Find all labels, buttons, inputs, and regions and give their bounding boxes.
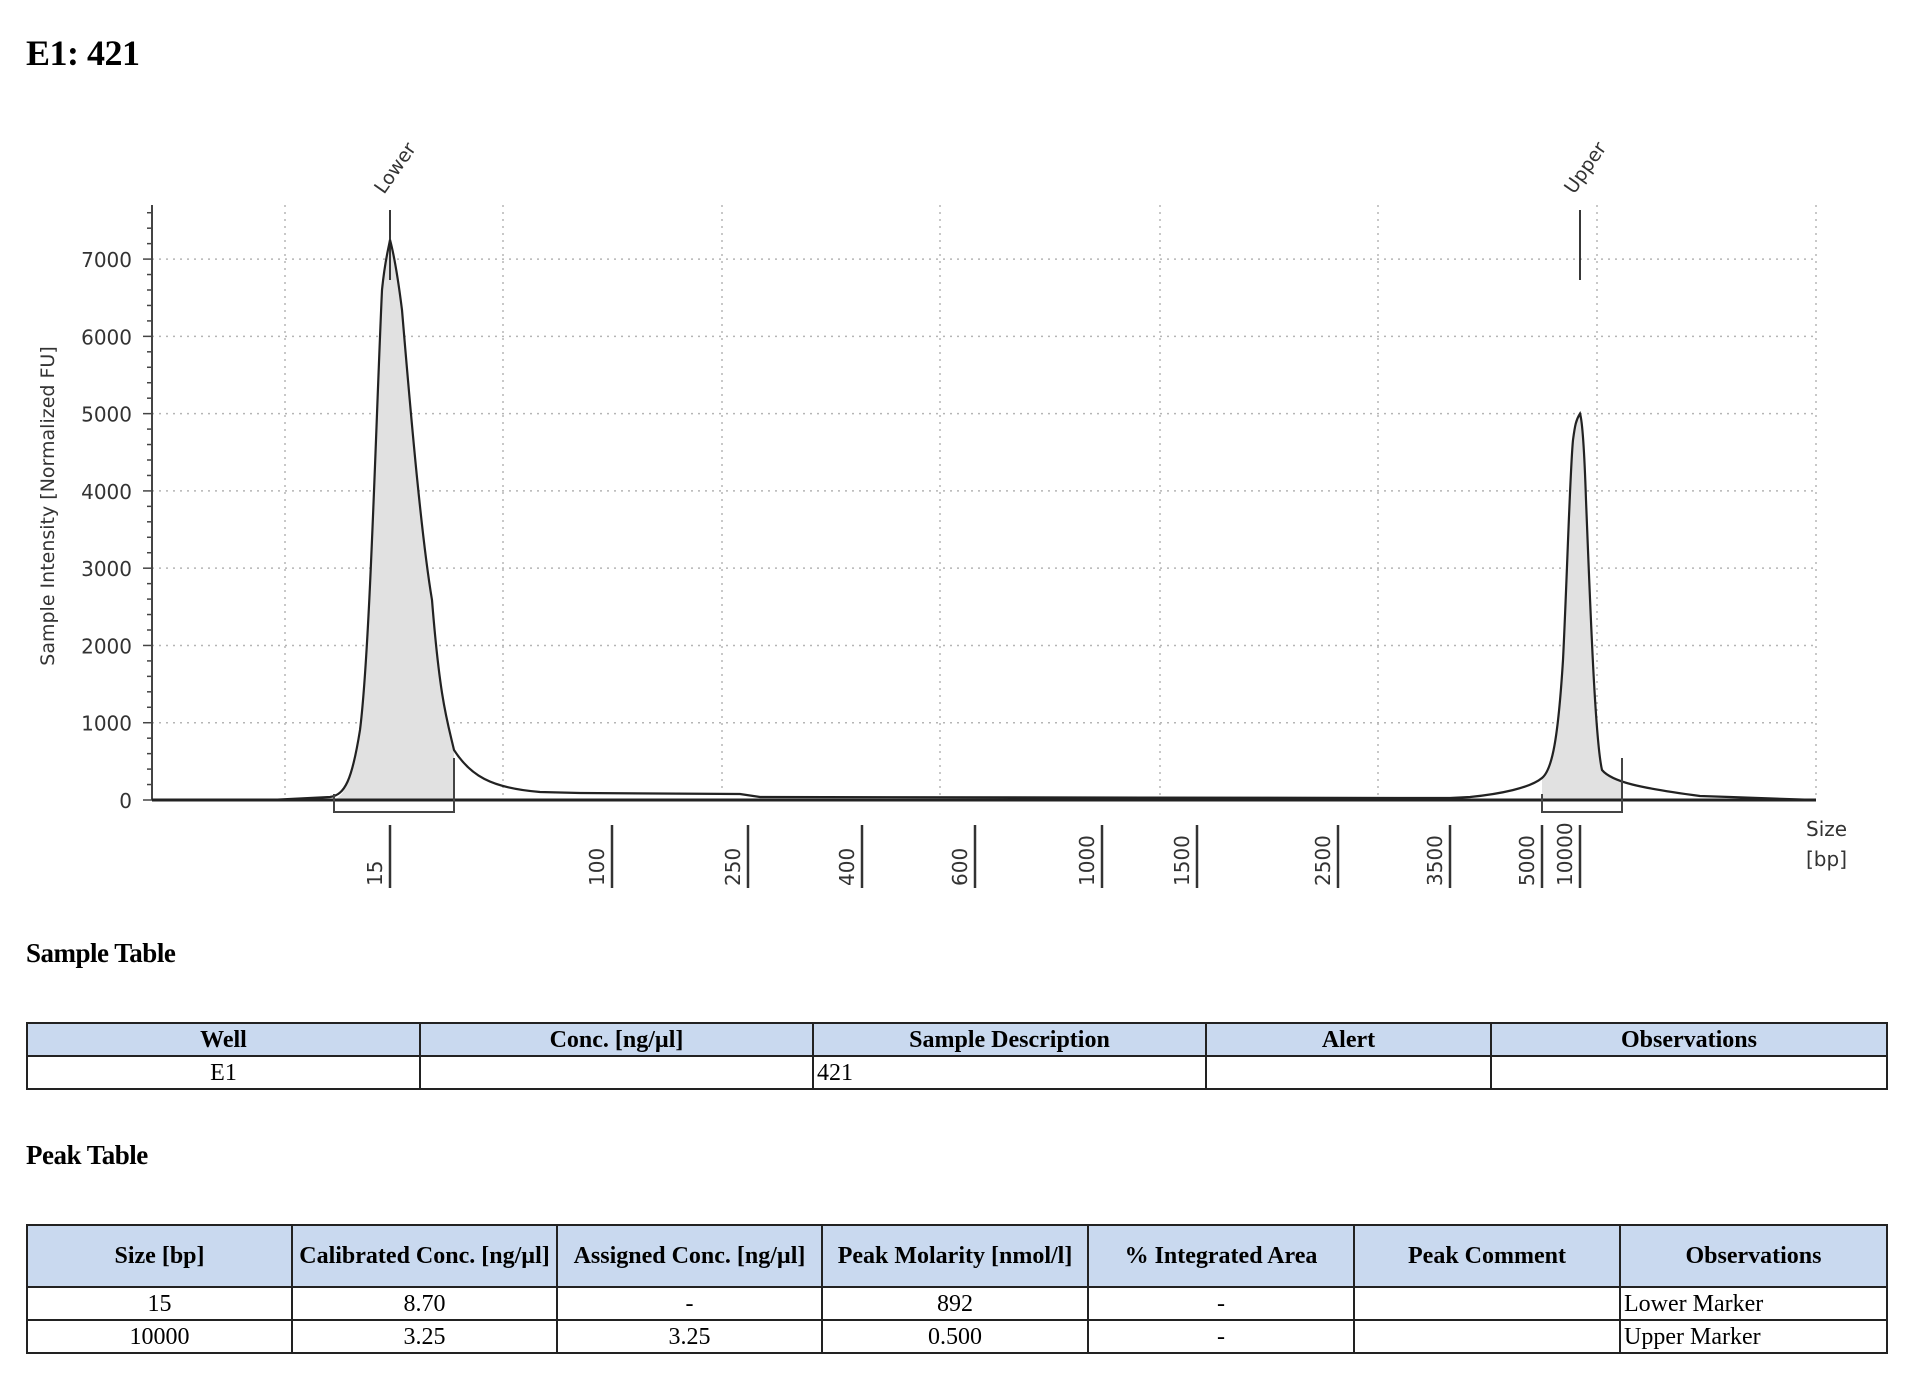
y-tick-label: 3000 xyxy=(81,557,132,581)
peak-table: Size [bp] Calibrated Conc. [ng/µl] Assig… xyxy=(26,1224,1888,1354)
y-tick-label: 0 xyxy=(119,789,132,813)
x-tick-label: 1000 xyxy=(1075,835,1099,886)
peak-label-upper: Upper xyxy=(1560,138,1611,198)
sample-header-conc: Conc. [ng/µl] xyxy=(419,1022,814,1057)
sample-cell-observations xyxy=(1490,1055,1888,1090)
peak-cell-size: 15 xyxy=(26,1286,293,1321)
peak-table-title: Peak Table xyxy=(26,1140,148,1170)
x-tick-label: 3500 xyxy=(1423,835,1447,886)
peak-cell-assigned-conc: 3.25 xyxy=(556,1319,823,1354)
sample-cell-alert xyxy=(1205,1055,1492,1090)
peak-header-calibrated-conc: Calibrated Conc. [ng/µl] xyxy=(291,1224,558,1288)
peak-cell-molarity: 892 xyxy=(821,1286,1089,1321)
y-tick-label: 5000 xyxy=(81,403,132,427)
x-tick-label: 10000 xyxy=(1553,822,1577,886)
x-tick-label: 1500 xyxy=(1170,835,1194,886)
peak-cell-integrated-area: - xyxy=(1087,1319,1355,1354)
x-tick-label: 250 xyxy=(721,848,745,886)
y-tick-label: 6000 xyxy=(81,325,132,349)
sample-table: Well Conc. [ng/µl] Sample Description Al… xyxy=(26,1022,1888,1090)
sample-header-description: Sample Description xyxy=(812,1022,1207,1057)
peak-header-assigned-conc: Assigned Conc. [ng/µl] xyxy=(556,1224,823,1288)
lower-integration-bracket xyxy=(333,758,455,813)
sample-cell-conc xyxy=(419,1055,814,1090)
electropherogram-chart: 0 1000 2000 3000 4000 5000 6000 7000 Sample Inte… xyxy=(37,138,1847,888)
y-tick-label: 4000 xyxy=(81,480,132,504)
peak-cell-calibrated-conc: 8.70 xyxy=(291,1286,558,1321)
peak-cell-molarity: 0.500 xyxy=(821,1319,1089,1354)
table-row: E1 421 xyxy=(26,1055,1888,1090)
sample-cell-description: 421 xyxy=(812,1055,1207,1090)
sample-trace-line xyxy=(152,239,1817,802)
peak-cell-assigned-conc: - xyxy=(556,1286,823,1321)
sample-header-alert: Alert xyxy=(1205,1022,1492,1057)
upper-integration-bracket xyxy=(1541,758,1623,813)
peak-cell-integrated-area: - xyxy=(1087,1286,1355,1321)
peak-header-comment: Peak Comment xyxy=(1353,1224,1621,1288)
table-row: 10000 3.25 3.25 0.500 - Upper Marker xyxy=(26,1319,1888,1354)
peak-header-observations: Observations xyxy=(1619,1224,1888,1288)
x-tick-label: 600 xyxy=(948,848,972,886)
lower-marker-peak-area xyxy=(334,239,454,801)
y-tick-label: 7000 xyxy=(81,248,132,272)
peak-header-integrated-area: % Integrated Area xyxy=(1087,1224,1355,1288)
peak-cell-size: 10000 xyxy=(26,1319,293,1354)
peak-cell-comment xyxy=(1353,1286,1621,1321)
y-axis-label: Sample Intensity [Normalized FU] xyxy=(37,346,59,665)
peak-header-size: Size [bp] xyxy=(26,1224,293,1288)
y-tick-label: 2000 xyxy=(81,634,132,658)
x-tick-label: 5000 xyxy=(1515,835,1539,886)
peak-label-lower: Lower xyxy=(370,138,421,197)
sample-table-title: Sample Table xyxy=(26,938,176,968)
sample-header-well: Well xyxy=(26,1022,421,1057)
peak-cell-observations: Upper Marker xyxy=(1619,1319,1888,1354)
table-row: 15 8.70 - 892 - Lower Marker xyxy=(26,1286,1888,1321)
x-tick-label: 15 xyxy=(363,861,387,886)
peak-header-molarity: Peak Molarity [nmol/l] xyxy=(821,1224,1089,1288)
peak-cell-observations: Lower Marker xyxy=(1619,1286,1888,1321)
upper-marker-peak-area xyxy=(1542,413,1622,800)
page-title: E1: 421 xyxy=(26,33,140,73)
x-tick-label: 2500 xyxy=(1311,835,1335,886)
peak-cell-comment xyxy=(1353,1319,1621,1354)
x-axis-label: [bp] xyxy=(1806,847,1847,871)
y-tick-label: 1000 xyxy=(81,712,132,736)
x-tick-label: 100 xyxy=(585,848,609,886)
peak-cell-calibrated-conc: 3.25 xyxy=(291,1319,558,1354)
x-tick-label: 400 xyxy=(835,848,859,886)
x-axis-label: Size xyxy=(1806,817,1847,841)
sample-cell-well: E1 xyxy=(26,1055,421,1090)
sample-header-observations: Observations xyxy=(1490,1022,1888,1057)
